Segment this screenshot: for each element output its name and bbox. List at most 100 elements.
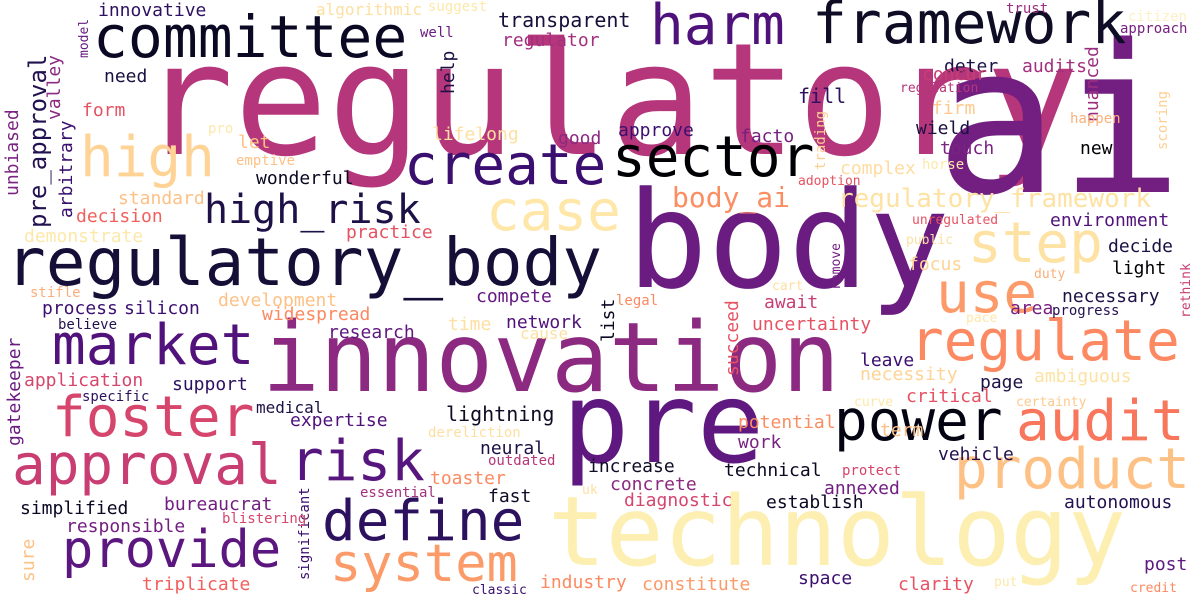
word-harm: harm <box>650 0 785 58</box>
word-necessity: necessity <box>860 364 958 385</box>
word-necessary: necessary <box>1062 286 1160 307</box>
word-silicon: silicon <box>124 298 200 319</box>
word-cause: cause <box>520 324 569 343</box>
word-unregulated: unregulated <box>912 213 999 228</box>
word-pace: pace <box>966 311 998 326</box>
word-power: power <box>834 389 1003 454</box>
word-provide: provide <box>62 520 282 580</box>
word-foster: foster <box>52 385 255 450</box>
word-case: case <box>486 179 621 244</box>
word-regulatory-body: regulatory_body <box>6 224 603 301</box>
word-regulate: regulate <box>910 309 1180 374</box>
word-critical: critical <box>906 386 993 407</box>
word-body: body <box>627 163 950 319</box>
word-post: post <box>1144 554 1188 575</box>
word-algorithmic: algorithmic <box>316 0 422 19</box>
word-wield: wield <box>916 118 971 139</box>
word-deter: deter <box>944 56 999 77</box>
word-demonstrate: demonstrate <box>24 226 144 247</box>
word-wonderful: wonderful <box>256 168 354 189</box>
word-transparent: transparent <box>498 8 631 32</box>
word-touch: touch <box>940 138 995 159</box>
word-progress: progress <box>1052 303 1120 319</box>
word-help: help <box>438 50 459 94</box>
word-pro: pro <box>208 121 234 137</box>
word-gatekeeper: gatekeeper <box>4 337 25 446</box>
word-believe: believe <box>58 317 118 333</box>
word-potential: potential <box>738 412 836 433</box>
word-body-ai: body_ai <box>672 181 791 214</box>
word-scoring: scoring <box>1155 90 1171 150</box>
word-uncertainty: uncertainty <box>752 314 872 335</box>
word-work: work <box>738 432 782 453</box>
word-decision: decision <box>76 206 163 227</box>
word-credit: credit <box>1130 581 1177 596</box>
word-succeed: succeed <box>722 300 743 376</box>
word-expertise: expertise <box>290 410 388 431</box>
word-ai: ai <box>935 1 1184 241</box>
word-environment: environment <box>1050 210 1170 231</box>
word-well: well <box>420 25 454 41</box>
word-term: term <box>880 420 924 441</box>
word-lifelong: lifelong <box>432 124 519 145</box>
word-arbitrary: arbitrary <box>56 120 77 218</box>
word-market: market <box>52 313 255 378</box>
word-neural: neural <box>480 438 546 459</box>
word-list: list <box>598 298 619 342</box>
word-regulator: regulator <box>502 30 600 51</box>
word-technical: technical <box>724 460 822 481</box>
word-complex: complex <box>840 158 916 179</box>
word-stifle: stifle <box>30 285 81 301</box>
word-industry: industry <box>540 572 627 593</box>
word-space: space <box>798 568 853 589</box>
word-vehicle: vehicle <box>938 444 1014 465</box>
word-approach: approach <box>1120 21 1188 37</box>
word-increase: increase <box>588 456 675 477</box>
word-duty: duty <box>1034 267 1066 282</box>
word-define: define <box>322 489 525 554</box>
word-development: development <box>218 290 338 311</box>
word-good: good <box>558 128 602 149</box>
word-standard: standard <box>118 188 205 209</box>
word-light: light <box>1112 258 1167 279</box>
word-audits: audits <box>1022 56 1088 77</box>
word-remove: remove <box>829 243 844 290</box>
word-bureaucrat: bureaucrat <box>164 494 273 515</box>
word-use: use <box>936 261 1038 326</box>
word-rethink: rethink <box>1179 263 1194 318</box>
word-horse: horse <box>922 157 965 173</box>
word-uk: uk <box>582 483 598 498</box>
word-innovative: innovative <box>98 0 207 21</box>
word-research: research <box>328 322 415 343</box>
word-emptive: emptive <box>236 153 296 169</box>
word-approve: approve <box>618 120 694 141</box>
word-form: form <box>82 100 126 121</box>
word-approval: approval <box>12 433 282 498</box>
word-risk: risk <box>290 429 425 494</box>
word-facto: facto <box>740 126 795 147</box>
word-fill: fill <box>798 84 847 108</box>
word-regulation: regulation <box>900 81 979 96</box>
word-lightning: lightning <box>446 402 555 426</box>
word-significant: significant <box>297 487 313 580</box>
word-diagnostic: diagnostic <box>624 490 733 511</box>
word-trust: trust <box>1006 1 1049 17</box>
word-new: new <box>1080 138 1113 159</box>
word-regulatory: regulatory <box>140 9 1080 191</box>
word-blistering: blistering <box>222 511 307 527</box>
word-toaster: toaster <box>430 468 506 489</box>
word-area: area <box>1010 298 1054 319</box>
word-model: model <box>77 18 92 58</box>
word-constitute: constitute <box>642 574 751 595</box>
word-public: public <box>906 233 953 248</box>
word-protect: protect <box>842 463 902 479</box>
word-establish: establish <box>766 492 864 513</box>
word-compete: compete <box>476 286 552 307</box>
word-simplified: simplified <box>20 498 129 519</box>
word-trading: trading <box>813 110 829 170</box>
word-essential: essential <box>360 485 436 501</box>
word-citizen: citizen <box>1128 9 1188 25</box>
word-suggest: suggest <box>428 0 488 15</box>
word-specific: specific <box>82 389 150 405</box>
